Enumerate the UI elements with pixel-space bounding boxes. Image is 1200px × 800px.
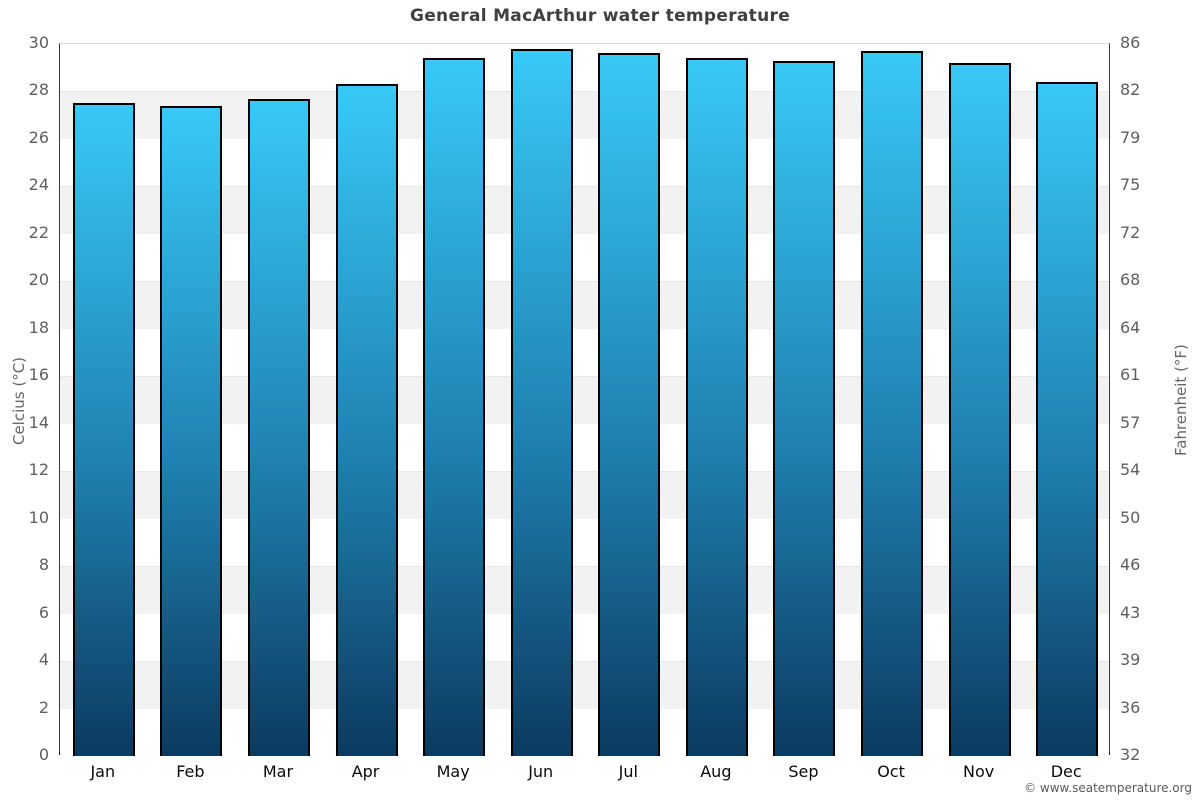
celsius-tick-20: 20	[28, 270, 49, 290]
site-credit-link[interactable]: © www.seatemperature.org	[1024, 781, 1192, 795]
chart-title: General MacArthur water temperature	[409, 6, 791, 26]
grid-band	[60, 44, 1109, 92]
celsius-tick-6: 6	[38, 602, 49, 622]
month-label-oct: Oct	[877, 762, 905, 781]
month-label-sep: Sep	[788, 762, 819, 781]
grid-band	[60, 328, 1109, 377]
month-label-feb: Feb	[176, 762, 205, 781]
month-label-mar: Mar	[262, 762, 294, 781]
celsius-tick-22: 22	[28, 222, 49, 242]
bar-may[interactable]	[423, 58, 486, 756]
bar-sep[interactable]	[773, 60, 836, 756]
fahrenheit-tick-72: 72	[1120, 222, 1141, 242]
celsius-tick-26: 26	[28, 127, 49, 147]
fahrenheit-tick-46: 46	[1120, 555, 1141, 575]
grid-band	[60, 566, 1109, 614]
bar-aug[interactable]	[685, 58, 748, 756]
month-label-jun: Jun	[528, 762, 554, 781]
grid-band	[60, 661, 1109, 709]
fahrenheit-tick-82: 82	[1120, 80, 1141, 100]
bar-nov[interactable]	[948, 62, 1011, 756]
fahrenheit-tick-79: 79	[1120, 127, 1141, 147]
grid-band	[60, 138, 1109, 187]
month-label-aug: Aug	[700, 762, 732, 781]
celsius-tick-30: 30	[28, 33, 49, 52]
fahrenheit-tick-61: 61	[1120, 365, 1141, 385]
grid-band	[60, 471, 1109, 519]
grid-band	[60, 91, 1109, 139]
bar-dec[interactable]	[1036, 81, 1099, 756]
month-label-jan: Jan	[90, 762, 116, 781]
fahrenheit-tick-64: 64	[1120, 317, 1141, 337]
bar-feb[interactable]	[160, 105, 223, 756]
celsius-tick-2: 2	[38, 697, 49, 717]
month-label-jul: Jul	[618, 762, 638, 781]
grid-band	[60, 281, 1109, 329]
fahrenheit-tick-43: 43	[1120, 602, 1141, 622]
grid-band	[60, 233, 1109, 282]
fahrenheit-tick-36: 36	[1120, 697, 1141, 717]
celsius-axis-title: Celcius (°C)	[10, 356, 28, 446]
bar-jul[interactable]	[598, 53, 661, 756]
fahrenheit-axis-title: Fahrenheit (°F)	[1172, 344, 1190, 456]
celsius-tick-12: 12	[28, 460, 49, 480]
plot-area	[59, 43, 1110, 756]
month-label-nov: Nov	[963, 762, 995, 781]
month-label-dec: Dec	[1050, 762, 1082, 781]
bar-mar[interactable]	[247, 98, 310, 756]
grid-band	[60, 376, 1109, 424]
celsius-tick-18: 18	[28, 317, 49, 337]
grid-band	[60, 518, 1109, 567]
celsius-tick-24: 24	[28, 175, 49, 195]
celsius-tick-28: 28	[28, 80, 49, 100]
fahrenheit-tick-39: 39	[1120, 650, 1141, 670]
bar-oct[interactable]	[861, 51, 924, 756]
fahrenheit-tick-86: 86	[1120, 33, 1141, 52]
fahrenheit-tick-57: 57	[1120, 412, 1141, 432]
month-label-apr: Apr	[351, 762, 380, 781]
bar-apr[interactable]	[335, 84, 398, 756]
grid-band	[60, 423, 1109, 472]
celsius-tick-14: 14	[28, 412, 49, 432]
fahrenheit-tick-75: 75	[1120, 175, 1141, 195]
bar-jun[interactable]	[510, 48, 573, 756]
celsius-tick-4: 4	[38, 650, 49, 670]
month-label-may: May	[436, 762, 470, 781]
celsius-tick-8: 8	[38, 555, 49, 575]
fahrenheit-tick-50: 50	[1120, 507, 1141, 527]
grid-band	[60, 613, 1109, 662]
fahrenheit-tick-68: 68	[1120, 270, 1141, 290]
celsius-tick-16: 16	[28, 365, 49, 385]
grid-band	[60, 186, 1109, 234]
celsius-tick-10: 10	[28, 507, 49, 527]
fahrenheit-tick-32: 32	[1120, 745, 1141, 764]
celsius-tick-0: 0	[38, 745, 49, 764]
fahrenheit-tick-54: 54	[1120, 460, 1141, 480]
bar-jan[interactable]	[72, 103, 135, 756]
grid-band	[60, 708, 1109, 756]
